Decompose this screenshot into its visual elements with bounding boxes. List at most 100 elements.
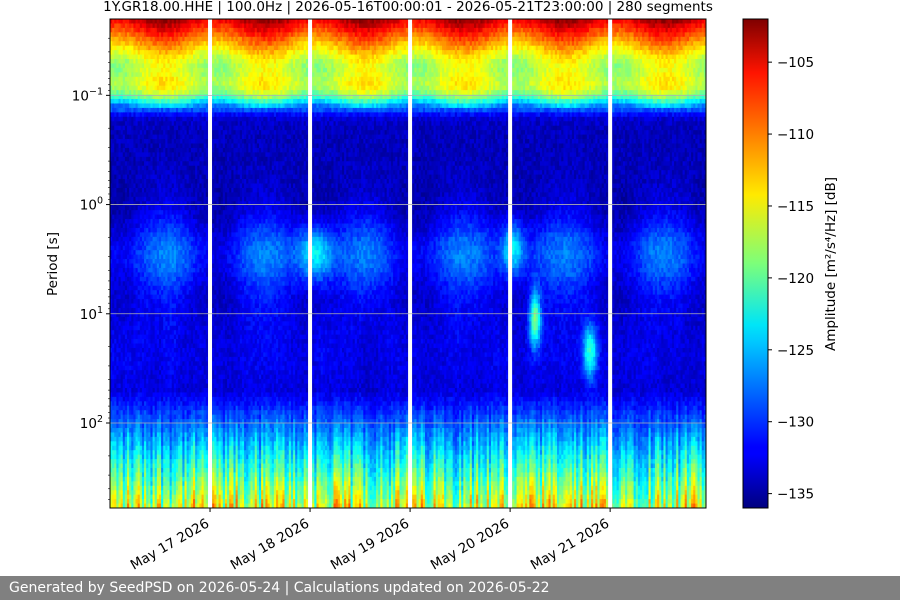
- heat-cell: [154, 427, 158, 434]
- heat-cell: [129, 236, 132, 242]
- heat-cell: [133, 156, 137, 162]
- heat-cell: [116, 410, 120, 416]
- heat-cell: [158, 174, 162, 180]
- heat-cell: [146, 112, 149, 118]
- heat-cell: [135, 147, 139, 153]
- heat-cell: [148, 365, 152, 371]
- heat-cell: [158, 23, 162, 29]
- heat-cell: [144, 27, 147, 33]
- heat-cell: [120, 99, 124, 105]
- heat-cell: [131, 272, 135, 278]
- heat-cell: [161, 316, 164, 322]
- heat-cell: [163, 245, 166, 251]
- heat-cell: [154, 410, 158, 416]
- heat-cell: [120, 285, 124, 291]
- heat-cell: [127, 19, 130, 25]
- heat-cell: [165, 59, 169, 65]
- heat-cell: [120, 370, 124, 376]
- heat-cell: [152, 365, 156, 371]
- heat-cell: [137, 303, 141, 309]
- heat-cell: [129, 156, 132, 162]
- heat-cell: [165, 387, 169, 394]
- heat-cell: [124, 76, 128, 82]
- heat-cell: [124, 410, 128, 416]
- heat-cell: [137, 63, 141, 69]
- heat-cell: [154, 116, 158, 122]
- heat-cell: [161, 436, 164, 442]
- heat-cell: [124, 179, 128, 185]
- heat-cell: [127, 254, 130, 260]
- heat-cell: [144, 267, 147, 273]
- heat-cell: [161, 23, 164, 29]
- heat-cell: [129, 365, 132, 371]
- heat-cell: [148, 432, 152, 438]
- heat-cell: [150, 165, 154, 171]
- heat-cell: [110, 423, 113, 429]
- heat-cell: [116, 401, 120, 407]
- heat-cell: [139, 232, 143, 238]
- heat-cell: [122, 267, 126, 273]
- heat-cell: [150, 463, 154, 469]
- heat-cell: [148, 370, 152, 376]
- heat-cell: [144, 54, 147, 60]
- heat-cell: [158, 210, 162, 216]
- heat-cell: [135, 472, 139, 478]
- heat-cell: [118, 267, 122, 273]
- heat-cell: [144, 330, 147, 336]
- heat-cell: [141, 459, 145, 465]
- heat-cell: [124, 307, 128, 313]
- heat-cell: [165, 379, 169, 385]
- heat-cell: [154, 223, 158, 229]
- heat-cell: [118, 334, 122, 340]
- heat-cell: [127, 334, 130, 340]
- heat-cell: [144, 307, 147, 313]
- heat-cell: [152, 147, 156, 153]
- heat-cell: [158, 334, 162, 340]
- heat-cell: [114, 76, 117, 82]
- heat-cell: [158, 321, 162, 327]
- heat-cell: [114, 161, 117, 167]
- heat-cell: [120, 32, 124, 38]
- heat-cell: [163, 27, 166, 33]
- heat-cell: [152, 432, 156, 438]
- heat-cell: [129, 219, 132, 225]
- heat-cell: [163, 54, 166, 60]
- heat-cell: [158, 245, 162, 251]
- heat-cell: [158, 454, 162, 460]
- heat-cell: [120, 254, 124, 260]
- heat-cell: [163, 187, 166, 193]
- heat-cell: [139, 427, 143, 434]
- heat-cell: [161, 423, 164, 429]
- heat-cell: [163, 103, 166, 109]
- heat-cell: [144, 294, 147, 300]
- heat-cell: [135, 205, 139, 211]
- heat-cell: [150, 179, 154, 185]
- heat-cell: [127, 90, 130, 96]
- heat-cell: [150, 85, 154, 91]
- heat-cell: [118, 481, 122, 487]
- heat-cell: [116, 427, 120, 434]
- heat-cell: [161, 325, 164, 331]
- heat-cell: [141, 147, 145, 153]
- heat-cell: [144, 414, 147, 420]
- heat-cell: [150, 130, 154, 136]
- heat-cell: [148, 27, 152, 33]
- heat-cell: [137, 45, 141, 51]
- heat-cell: [118, 450, 122, 456]
- heat-cell: [144, 143, 147, 149]
- heat-cell: [146, 32, 149, 38]
- heat-cell: [133, 125, 137, 131]
- heat-cell: [167, 312, 171, 318]
- heat-cell: [124, 103, 128, 109]
- heat-cell: [110, 343, 113, 349]
- heat-cell: [135, 481, 139, 487]
- heat-cell: [152, 503, 156, 508]
- heat-cell: [131, 494, 135, 500]
- heat-cell: [122, 223, 126, 229]
- heat-cell: [110, 383, 113, 389]
- heat-cell: [141, 454, 145, 460]
- heat-cell: [127, 232, 130, 238]
- heat-cell: [137, 445, 141, 451]
- heat-cell: [135, 419, 139, 425]
- heat-cell: [116, 441, 120, 447]
